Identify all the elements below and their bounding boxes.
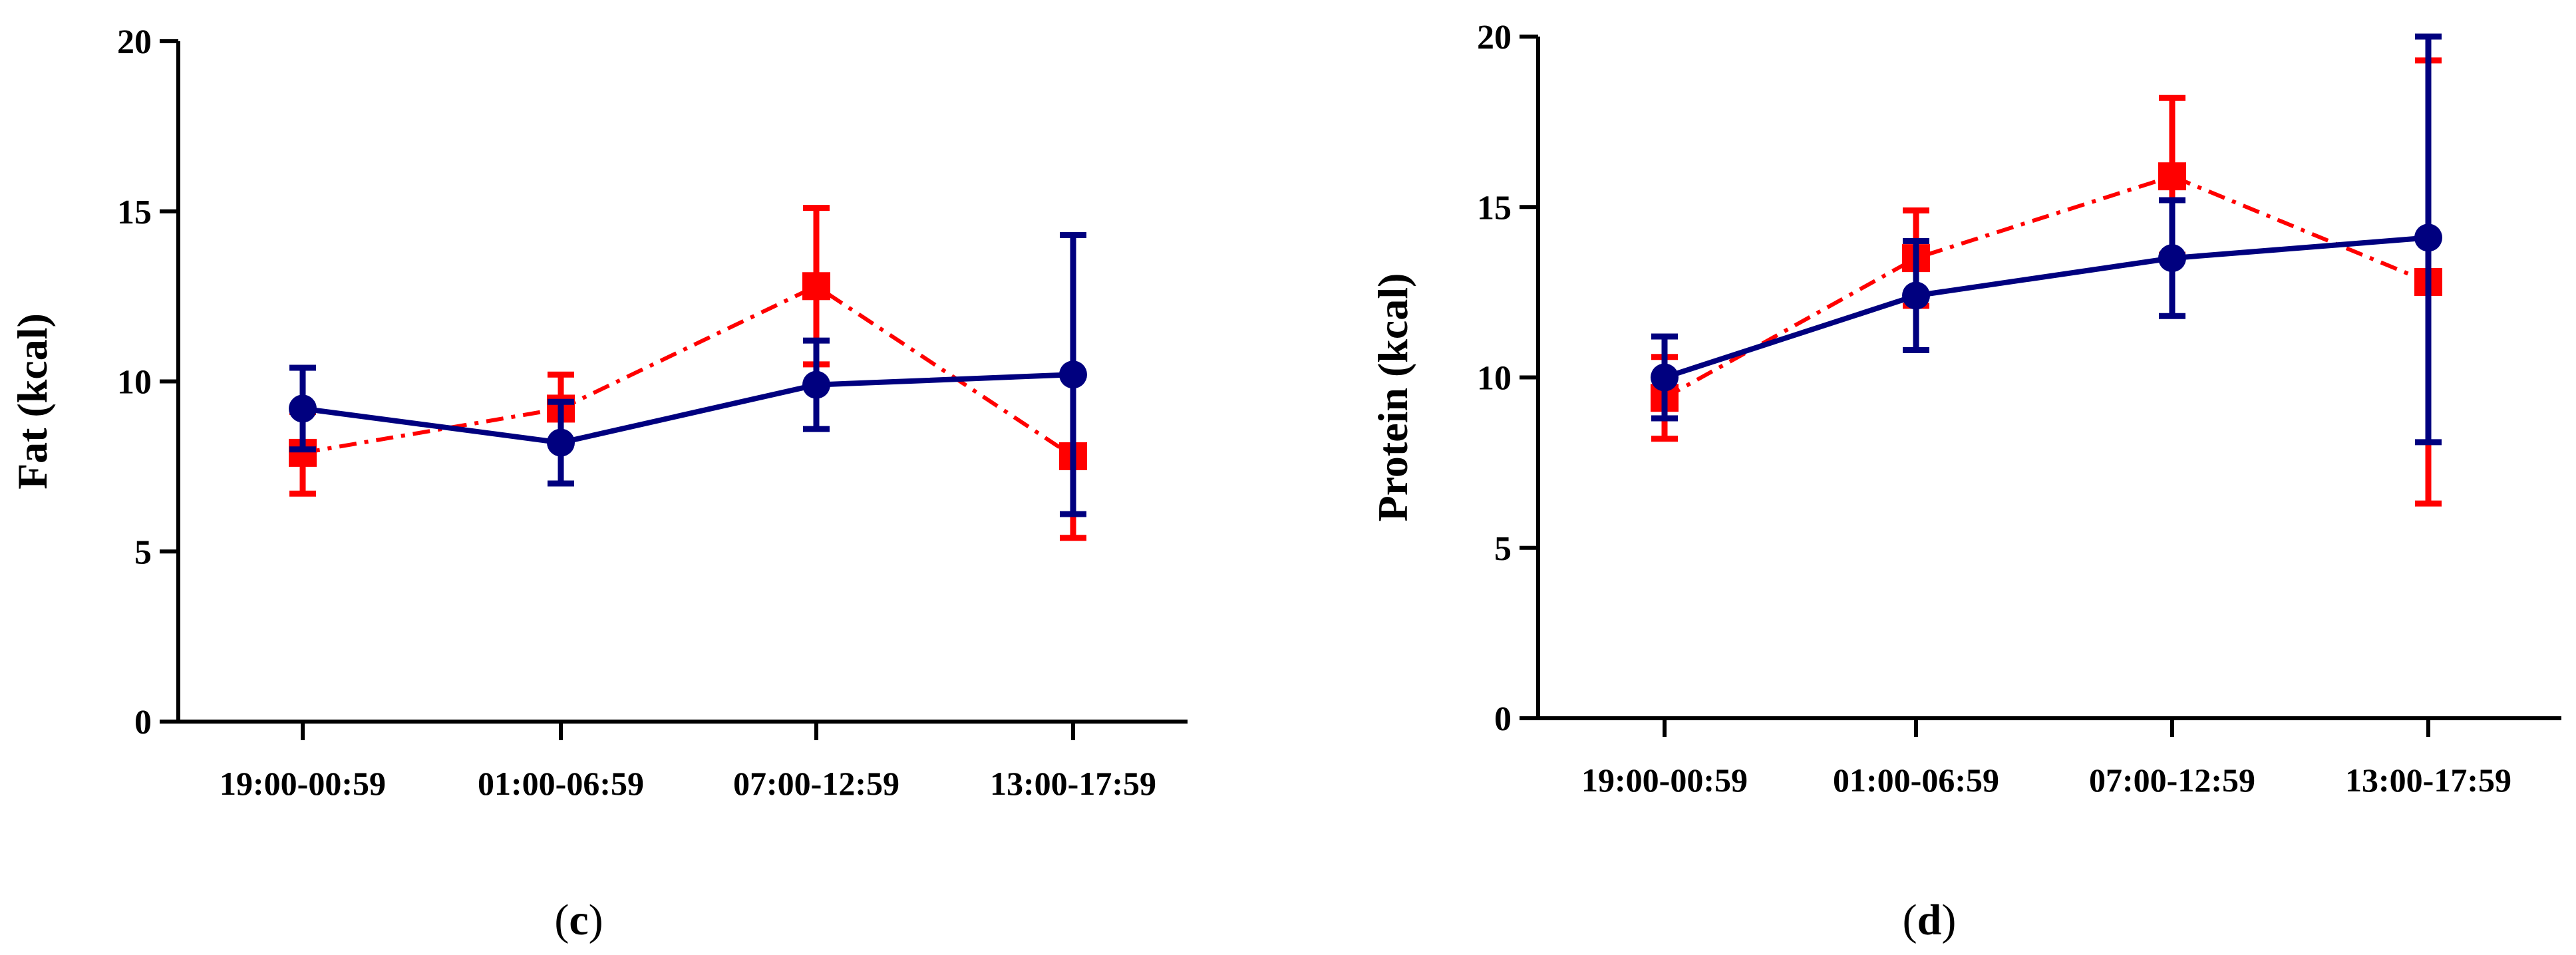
x-ticks: 19:00-00:59 01:00-06:59 07:00-12:59 13:00-1…: [220, 722, 1156, 802]
x-tick-label: 19:00-00:59: [1581, 761, 1748, 799]
y-tick-label: 15: [117, 194, 152, 231]
series-line: [302, 372, 1074, 446]
y-tick-label: 0: [1494, 700, 1512, 738]
y-ticks: 0 5 10 15 20: [1477, 19, 1538, 738]
x-tick-label: 01:00-06:59: [1833, 761, 1999, 799]
y-tick-label: 10: [117, 364, 152, 402]
chart-panel-c: 0 5 10 15 20 19:00-00:59 01:00-06:59 07:00-12:…: [9, 23, 1188, 944]
y-tick-label: 15: [1477, 189, 1512, 227]
x-ticks: 19:00-00:59 01:00-06:59 07:00-12:59 13:00-1…: [1581, 718, 2511, 799]
y-tick-label: 5: [1494, 530, 1512, 568]
y-tick-label: 5: [134, 533, 152, 571]
series-blue-circles: [289, 232, 1087, 517]
x-tick-label: 13:00-17:59: [2345, 761, 2511, 799]
x-tick-label: 07:00-12:59: [2089, 761, 2255, 799]
series-red-squares: [1651, 57, 2442, 507]
y-ticks: 0 5 10 15 20: [117, 23, 178, 742]
data-point-circle: [1902, 281, 1930, 310]
y-tick-label: 20: [117, 23, 152, 61]
x-tick-label: 07:00-12:59: [733, 765, 899, 802]
x-tick-label: 01:00-06:59: [478, 765, 644, 802]
data-point-circle: [1059, 360, 1087, 389]
data-point-circle: [802, 370, 830, 399]
series-blue-circles: [1651, 33, 2442, 446]
data-point-circle: [289, 394, 317, 423]
series-group: [289, 205, 1087, 541]
series-group: [1651, 33, 2442, 507]
series-line: [1663, 235, 2429, 380]
series-line: [1663, 174, 2430, 400]
y-tick-label: 10: [1477, 360, 1512, 398]
x-tick-label: 13:00-17:59: [990, 765, 1156, 802]
panel-letter: c: [569, 896, 588, 944]
panel-letter: d: [1917, 896, 1942, 944]
x-tick-label: 19:00-00:59: [220, 765, 386, 802]
data-point-circle: [1651, 363, 1679, 392]
panel-label: (c): [554, 896, 603, 944]
chart-panel-d: 0 5 10 15 20 19:00-00:59 01:00-06:59 07:00-12:…: [1369, 19, 2561, 944]
data-point-circle: [2158, 244, 2186, 273]
series-red-squares: [289, 205, 1087, 541]
data-point-square: [2158, 162, 2186, 191]
data-point-circle: [2414, 223, 2442, 252]
series-line: [302, 283, 1074, 458]
y-tick-label: 0: [134, 704, 152, 742]
y-axis-label: Protein (kcal): [1369, 273, 1416, 522]
y-tick-label: 20: [1477, 19, 1512, 57]
data-point-square: [802, 272, 830, 301]
y-axis-label: Fat (kcal): [9, 313, 56, 489]
data-point-circle: [547, 428, 575, 457]
panel-label: (d): [1903, 896, 1957, 944]
